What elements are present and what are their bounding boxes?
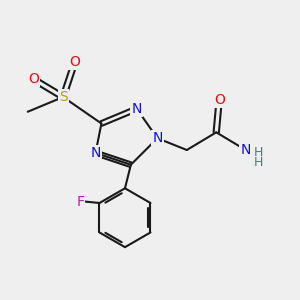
Text: N: N (241, 143, 251, 157)
Text: N: N (152, 131, 163, 145)
Text: F: F (76, 194, 84, 208)
Text: O: O (28, 72, 39, 86)
Text: N: N (132, 102, 142, 116)
Text: N: N (90, 146, 101, 160)
Text: H: H (254, 146, 263, 159)
Text: O: O (70, 55, 80, 69)
Text: S: S (59, 90, 68, 104)
Text: H: H (254, 156, 263, 169)
Text: O: O (214, 93, 225, 107)
